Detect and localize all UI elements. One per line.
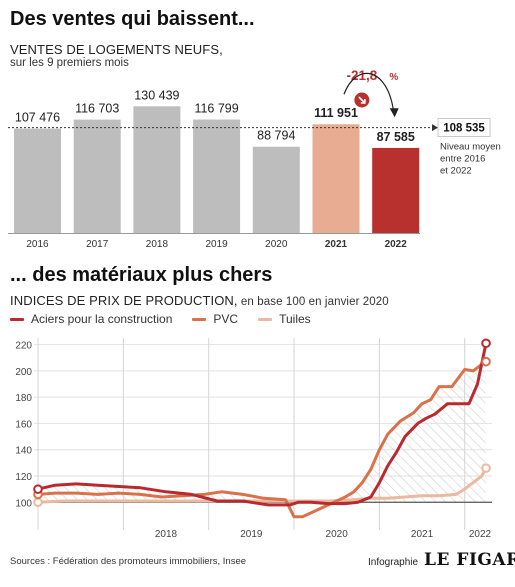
legend-label-tuiles: Tuiles — [279, 312, 311, 326]
bar-category-label-2019: 2019 — [205, 239, 228, 250]
legend-swatch-acier — [10, 317, 24, 321]
average-arrow-icon — [432, 124, 438, 132]
bar-category-label-2018: 2018 — [146, 239, 169, 250]
series-line-acier — [36, 341, 488, 507]
line-chart-subtitle-base: en base 100 en janvier 2020 — [237, 296, 389, 308]
average-value-label: 108 535 — [443, 123, 485, 135]
bar-2022 — [372, 147, 420, 233]
bar-2017 — [73, 119, 121, 233]
line-chart-subtitle: INDICES DE PRIX DE PRODUCTION, en base 1… — [10, 293, 389, 308]
bar-section-title: Des ventes qui baissent... — [10, 8, 255, 30]
legend-label-pvc: PVC — [213, 312, 239, 326]
series-line-pvc — [36, 360, 488, 519]
x-tick-label-2018: 2018 — [155, 529, 178, 540]
bar-value-label-2021: 111 951 — [314, 106, 358, 120]
bar-value-label-2018: 130 439 — [134, 88, 179, 102]
bar-value-label-2016: 107 476 — [15, 111, 60, 125]
series-start-marker-tuiles — [33, 497, 43, 508]
bar-category-label-2016: 2016 — [26, 239, 49, 250]
series-end-marker-acier — [481, 338, 491, 349]
series-end-marker-pvc — [481, 356, 491, 367]
change-curve-arrow — [343, 72, 395, 113]
line-chart-subtitle-main: INDICES DE PRIX DE PRODUCTION, — [10, 293, 238, 308]
bar-chart: 107 476 2016 116 703 2017 130 439 2018 116 799… — [8, 68, 501, 250]
line-section-title: ... des matériaux plus chers — [10, 264, 273, 286]
bar-value-label-2022: 87 585 — [377, 130, 415, 144]
bar-value-label-2019: 116 799 — [194, 102, 238, 116]
credit-label: Infographie — [368, 557, 419, 568]
y-tick-label-160: 160 — [15, 419, 32, 430]
y-tick-label-140: 140 — [15, 446, 32, 457]
down-arrow-icon — [358, 96, 366, 104]
legend-swatch-pvc — [192, 317, 207, 321]
bar-chart-note: sur les 9 premiers mois — [10, 57, 129, 69]
y-tick-label-120: 120 — [15, 472, 32, 483]
series-end-marker-tuiles — [481, 463, 491, 473]
bar-chart-subtitle: VENTES DE LOGEMENTS NEUFS, — [10, 42, 223, 57]
legend-item-tuiles: Tuiles — [258, 312, 311, 326]
bar-2016 — [14, 128, 61, 233]
legend-label-acier: Aciers pour la construction — [31, 312, 173, 326]
legend: Aciers pour la construction PVC Tuiles — [10, 312, 311, 326]
change-arrowhead-icon — [389, 108, 399, 118]
bar-category-label-2021: 2021 — [325, 239, 348, 250]
bar-2020 — [252, 146, 300, 233]
y-tick-label-180: 180 — [15, 393, 32, 404]
bar-value-label-2017: 116 703 — [75, 102, 119, 116]
credit-block: Infographie LE FIGARO — [368, 550, 515, 570]
change-annotation-unit: % — [389, 72, 398, 83]
bar-2021 — [312, 124, 360, 233]
bar-value-label-2020: 88 794 — [257, 129, 295, 143]
legend-item-acier: Aciers pour la construction — [10, 312, 172, 326]
line-chart: 100 120 140 160 180 200 220 2018 2019 2020 2021 202… — [15, 338, 492, 540]
y-tick-label-220: 220 — [15, 341, 32, 352]
x-tick-label-2022: 2022 — [469, 529, 492, 540]
y-tick-label-200: 200 — [15, 367, 32, 378]
bar-category-label-2017: 2017 — [86, 239, 109, 250]
brand-logo: LE FIGARO — [424, 550, 515, 570]
bar-2019 — [193, 119, 241, 233]
average-note-line-2: et 2022 — [440, 166, 472, 177]
average-value-box — [437, 118, 491, 137]
series-line-tuiles — [36, 466, 488, 504]
average-note-line-0: Niveau moyen — [440, 142, 501, 153]
x-tick-label-2020: 2020 — [326, 529, 349, 540]
x-tick-label-2021: 2021 — [411, 529, 434, 540]
change-annotation-value: -21,8 — [346, 68, 377, 83]
bar-category-label-2022: 2022 — [385, 239, 408, 250]
y-tick-label-100: 100 — [15, 498, 32, 509]
bar-category-label-2020: 2020 — [265, 239, 288, 250]
sources: Sources : Fédération des promoteurs immo… — [10, 556, 247, 567]
series-start-marker-acier — [33, 484, 43, 494]
x-tick-label-2019: 2019 — [240, 529, 263, 540]
legend-item-pvc: PVC — [192, 312, 238, 326]
bar-2018 — [133, 106, 181, 233]
legend-swatch-tuiles — [258, 317, 273, 321]
average-note-line-1: entre 2016 — [440, 154, 485, 165]
